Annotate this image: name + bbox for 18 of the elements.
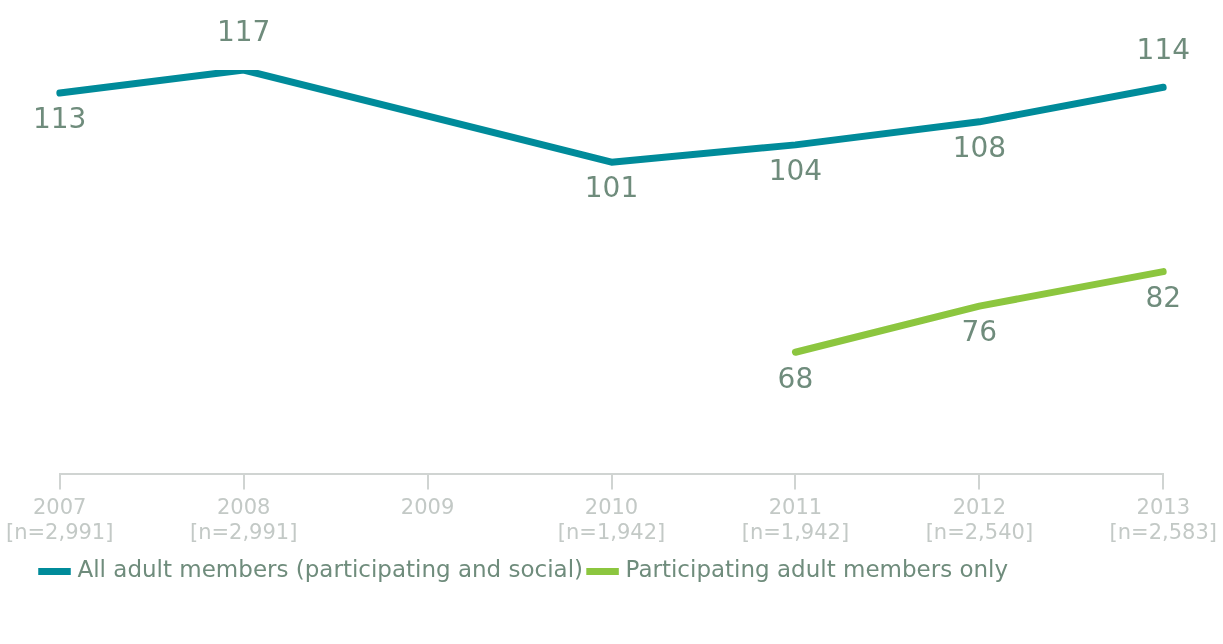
x-tick-label: 2008 [n=2,991] [189, 494, 298, 544]
x-tick-label: 2013 [n=2,583] [1109, 494, 1218, 544]
data-label: 68 [777, 361, 814, 395]
data-label: 101 [584, 171, 639, 205]
data-label: 76 [961, 315, 998, 349]
x-tick-label: 2009 [400, 494, 455, 519]
data-label: 82 [1145, 280, 1182, 314]
data-label: 104 [768, 154, 823, 188]
legend-label: Participating adult members only [625, 556, 1009, 583]
legend-label: All adult members (participating and social) [77, 556, 584, 583]
x-tick-label: 2010 [n=1,942] [557, 494, 666, 544]
x-tick-label: 2012 [n=2,540] [925, 494, 1034, 544]
data-label: 114 [1136, 32, 1191, 66]
data-label: 113 [32, 102, 87, 136]
x-tick-label: 2007 [n=2,991] [5, 494, 114, 544]
data-label: 108 [952, 131, 1007, 165]
data-label: 117 [216, 15, 271, 49]
x-tick-label: 2011 [n=1,942] [741, 494, 850, 544]
